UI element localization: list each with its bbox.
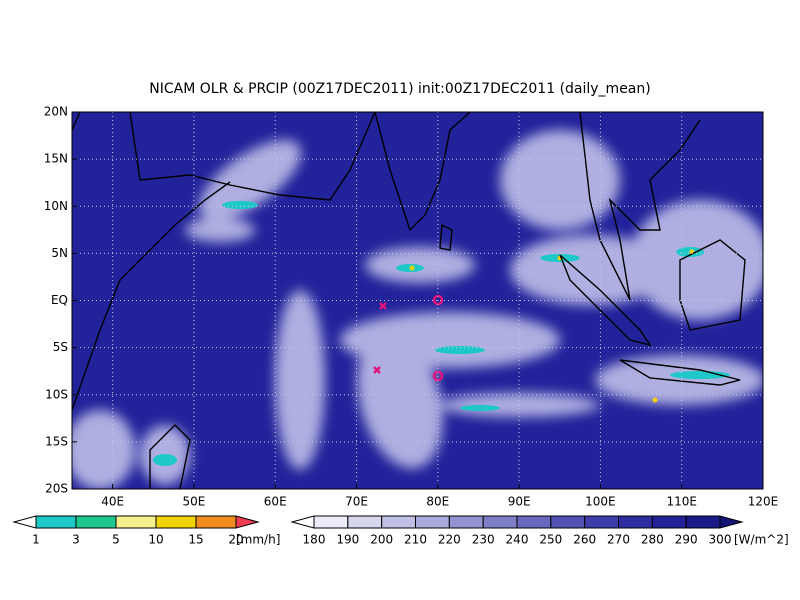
y-tick-label: 5S <box>53 340 68 354</box>
colorbar-arrow <box>235 515 260 529</box>
y-tick-label: EQ <box>51 293 68 307</box>
y-tick-label: 10N <box>44 199 68 213</box>
colorbar-label: 270 <box>607 533 630 547</box>
cloud-field <box>72 130 763 489</box>
colorbar-box <box>550 515 586 529</box>
colorbar-box <box>516 515 552 529</box>
colorbar-box <box>75 515 117 529</box>
x-tick-label: 60E <box>264 495 287 509</box>
colorbar-box <box>415 515 450 529</box>
colorbar-label: 3 <box>72 533 80 547</box>
x-tick-label: 70E <box>345 495 368 509</box>
colorbar-arrow <box>12 515 37 529</box>
colorbar-box <box>347 515 383 529</box>
colorbar-label: 290 <box>675 533 698 547</box>
colorbar-box <box>584 515 620 529</box>
map-frame <box>71 111 764 490</box>
colorbar-label: 300 <box>709 533 732 547</box>
colorbar-arrow <box>290 515 315 529</box>
colorbar-box <box>651 515 687 529</box>
colorbar-label: 15 <box>188 533 203 547</box>
colorbar-label: 20 <box>228 533 243 547</box>
colorbar-label: 280 <box>641 533 664 547</box>
colorbar-label: 200 <box>370 533 393 547</box>
colorbar-label: 230 <box>472 533 495 547</box>
x-tick-label: 100E <box>585 495 616 509</box>
colorbar-label: 260 <box>573 533 596 547</box>
x-tick-label: 40E <box>101 495 124 509</box>
colorbar-label: 190 <box>336 533 359 547</box>
colorbar-box <box>35 515 77 529</box>
x-tick-label: 120E <box>748 495 779 509</box>
colorbar-label: 5 <box>112 533 120 547</box>
colorbar-box <box>313 515 349 529</box>
colorbar-unit: [mm/h] <box>236 533 280 547</box>
colorbar-box <box>685 515 721 529</box>
coastlines <box>72 112 746 489</box>
title: NICAM OLR & PRCIP (00Z17DEC2011) init:00… <box>149 81 650 97</box>
colorbar-box <box>618 515 653 529</box>
colorbar-label: 10 <box>148 533 163 547</box>
map-field <box>72 112 763 489</box>
colorbar-label: 240 <box>506 533 529 547</box>
rain-cells <box>153 201 730 466</box>
axes: 40E 50E 60E 70E 80E 90E 100E 110E 120E 20N 15N 10N 5… <box>44 105 779 509</box>
colorbar-label: 210 <box>404 533 427 547</box>
colorbar-unit: [W/m^2] <box>734 533 789 547</box>
y-tick-label: 15N <box>44 152 68 166</box>
y-tick-label: 20N <box>44 105 68 119</box>
colorbar-box <box>381 515 416 529</box>
colorbar-box <box>155 515 197 529</box>
colorbar-box <box>195 515 237 529</box>
y-tick-label: 5N <box>51 246 68 260</box>
colorbar-box <box>448 515 484 529</box>
x-tick-label: 80E <box>426 495 449 509</box>
x-tick-label: 50E <box>183 495 206 509</box>
y-tick-label: 15S <box>45 434 68 448</box>
colorbar-box <box>115 515 157 529</box>
colorbar-label: 250 <box>539 533 562 547</box>
x-tick-label: 110E <box>666 495 697 509</box>
colorbar-box <box>482 515 518 529</box>
colorbar-label: 220 <box>438 533 461 547</box>
y-tick-label: 20S <box>45 482 68 496</box>
colorbar-arrow <box>719 515 744 529</box>
colorbar-label: 1 <box>32 533 40 547</box>
x-tick-label: 90E <box>508 495 531 509</box>
colorbar-label: 180 <box>303 533 326 547</box>
colorbars: 1 3 5 10 15 20[mm/h] 180 190 200 210 220 230 240 250 2… <box>12 515 789 547</box>
y-tick-label: 10S <box>45 387 68 401</box>
